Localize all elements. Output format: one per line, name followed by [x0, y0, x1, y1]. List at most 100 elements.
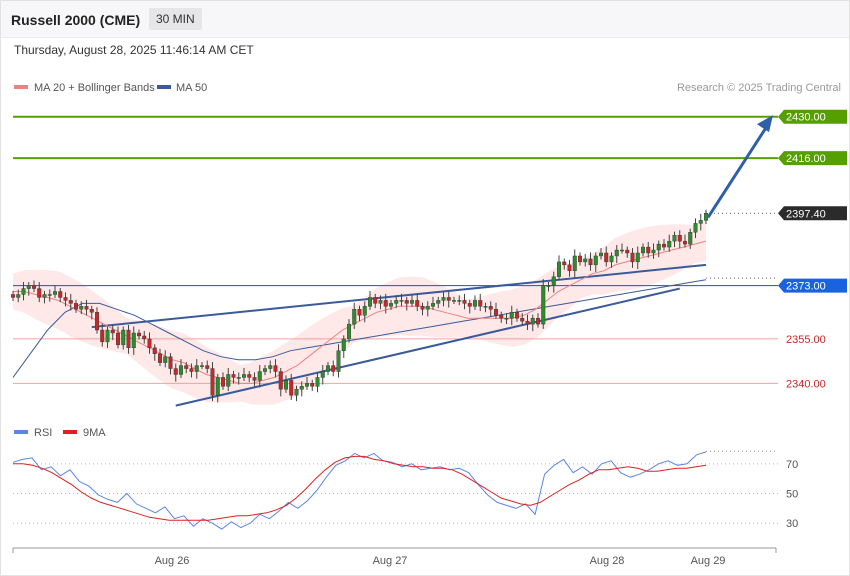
candle-body	[698, 220, 703, 224]
candle-body	[147, 338, 152, 349]
candle-body	[58, 291, 63, 298]
level-label-2355.00: 2355.00	[786, 334, 826, 346]
candle-body	[509, 312, 514, 319]
candle-body	[452, 300, 457, 302]
candle-body	[347, 323, 352, 340]
candle-body	[189, 368, 194, 372]
candle-body	[178, 365, 183, 375]
level-label-2373.00: 2373.00	[786, 281, 826, 293]
candle-body	[630, 252, 635, 263]
candle-body	[378, 300, 383, 304]
price-panel: MA 20 + Bollinger Bands MA 50 Research © 2…	[10, 82, 847, 407]
level-label-2416.00: 2416.00	[786, 153, 826, 165]
level-tag-2416.00	[778, 151, 847, 166]
candle-body	[614, 249, 619, 257]
legend-swatch-ma50	[157, 85, 171, 89]
time-label-0: Aug 26	[155, 555, 190, 567]
candle-body	[593, 255, 598, 266]
candle-body	[100, 329, 105, 343]
candle-body	[152, 347, 157, 354]
candle-body	[184, 365, 189, 369]
candle-body	[588, 258, 593, 266]
candle-body	[583, 258, 588, 263]
candle-body	[168, 356, 173, 369]
candle-body	[499, 315, 504, 319]
candle-body	[220, 377, 225, 387]
level-label-2430.00: 2430.00	[786, 112, 826, 124]
candle-body	[551, 276, 556, 286]
candle-body	[446, 297, 451, 301]
candle-body	[26, 285, 31, 289]
legend-label-ma20: MA 20 + Bollinger Bands	[34, 82, 155, 94]
candle-body	[536, 317, 541, 325]
candle-body	[604, 252, 609, 263]
candle-body	[215, 377, 220, 396]
candle-body	[672, 235, 677, 242]
candle-body	[431, 303, 436, 307]
candle-body	[520, 317, 525, 322]
candle-body	[410, 300, 415, 304]
candle-body	[504, 317, 509, 320]
legend-swatch-ma20	[14, 85, 28, 89]
candle-body	[635, 252, 640, 263]
title-bar: Russell 2000 (CME) 30 MIN	[1, 1, 849, 38]
candle-body	[121, 329, 126, 346]
candle-body	[105, 329, 110, 343]
candle-body	[163, 356, 168, 363]
candle-body	[173, 368, 178, 375]
candle-body	[37, 288, 42, 298]
candle-body	[241, 374, 246, 378]
level-tag-2430.00	[778, 109, 847, 124]
candle-body	[247, 374, 252, 378]
candle-body	[557, 261, 562, 277]
candle-body	[320, 371, 325, 378]
candle-body	[336, 350, 341, 372]
candle-body	[609, 255, 614, 263]
candle-body	[457, 300, 462, 302]
candle-body	[415, 300, 420, 307]
rsi-tick-50: 50	[786, 489, 798, 501]
candle-body	[110, 329, 115, 334]
candle-body	[278, 371, 283, 390]
candle-body	[662, 243, 667, 248]
time-axis: Aug 26 Aug 27 Aug 28 Aug 29	[12, 547, 777, 567]
candle-body	[357, 309, 362, 316]
candle-body	[231, 374, 236, 378]
candle-body	[273, 365, 278, 372]
candle-body	[515, 312, 520, 319]
level-tag-2397.40	[778, 206, 847, 221]
rsi-panel: RSI 9MA 30 50 70	[12, 427, 798, 530]
candle-body	[32, 285, 37, 289]
candle-body	[226, 374, 231, 387]
candle-body	[294, 389, 299, 396]
level-label-2340.00: 2340.00	[786, 378, 826, 390]
candle-body	[199, 365, 204, 367]
legend-swatch-9ma	[63, 430, 77, 434]
candle-body	[488, 306, 493, 310]
candle-body	[289, 380, 294, 396]
chart-datetime: Thursday, August 28, 2025 11:46:14 AM CE…	[14, 43, 254, 57]
candle-body	[268, 365, 273, 369]
candle-body	[383, 300, 388, 307]
interval-selector[interactable]: 30 MIN	[149, 8, 202, 30]
candle-body	[530, 317, 535, 325]
candle-body	[126, 329, 131, 349]
candle-body	[394, 300, 399, 304]
candle-body	[541, 285, 546, 325]
candle-body	[21, 288, 26, 295]
candle-body	[688, 232, 693, 245]
candle-body	[53, 291, 58, 295]
candle-body	[94, 312, 99, 331]
candle-body	[73, 303, 78, 310]
candle-body	[404, 300, 409, 304]
candle-body	[10, 294, 15, 298]
candle-body	[68, 300, 73, 304]
rsi-line	[12, 451, 707, 530]
candle-body	[478, 300, 483, 307]
candle-body	[305, 383, 310, 387]
candle-body	[136, 332, 141, 337]
candle-body	[299, 386, 304, 390]
candle-body	[462, 300, 467, 304]
candle-body	[42, 294, 47, 298]
candle-body	[331, 365, 336, 372]
